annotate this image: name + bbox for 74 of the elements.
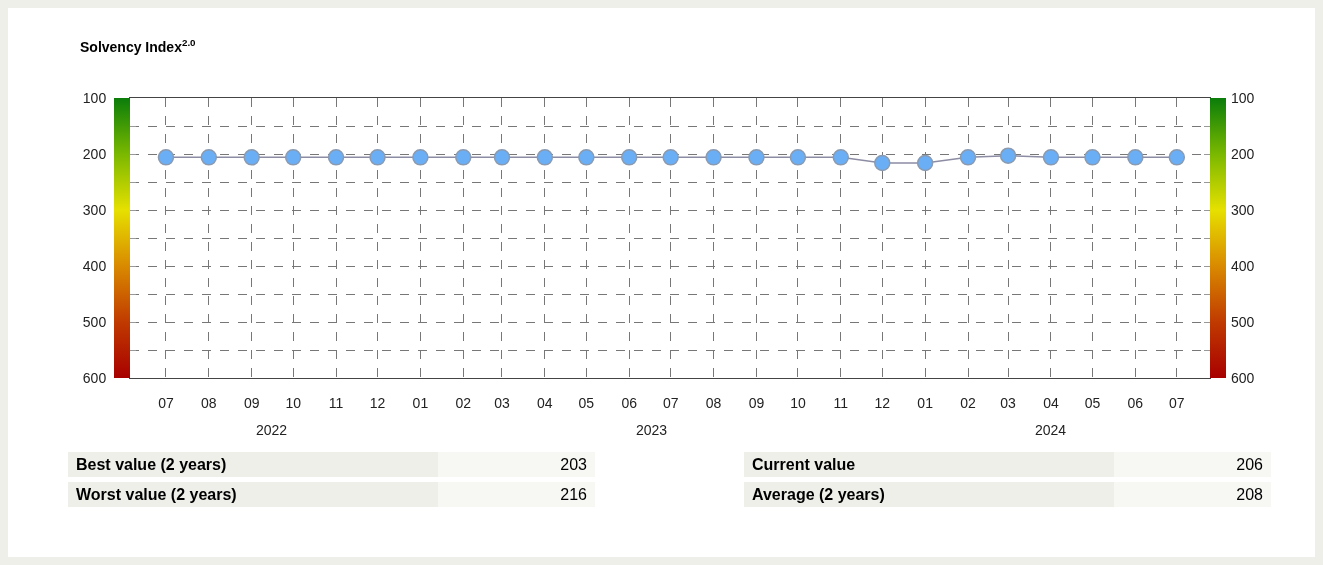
point	[874, 154, 891, 172]
x-tick-label: 06	[621, 394, 638, 411]
y-tick-label: 400	[82, 257, 107, 274]
point	[578, 149, 595, 166]
y2-tick-label: 300	[1231, 201, 1255, 218]
x-tick-label: 04	[537, 394, 553, 411]
point	[999, 147, 1017, 164]
point	[455, 149, 472, 166]
x-tick-label: 12	[874, 394, 891, 411]
x-tick-label: 11	[328, 394, 344, 411]
point	[1084, 149, 1101, 166]
text: 203	[438, 452, 595, 477]
x-tick-label: 02	[455, 394, 472, 411]
x-tick-label: 01	[917, 394, 934, 411]
y2-tick-label: 100	[1231, 89, 1255, 106]
point	[1042, 149, 1060, 166]
text: Worst value (2 years)	[68, 482, 438, 507]
text: 216	[438, 482, 595, 507]
text: Average (2 years)	[744, 482, 1114, 507]
x-tick-label: 09	[243, 394, 260, 411]
point	[1168, 149, 1186, 166]
x-tick-label: 02	[960, 394, 976, 411]
y-tick-label: 100	[82, 89, 107, 106]
point	[959, 149, 977, 166]
y2-tick-label: 500	[1231, 313, 1255, 330]
text: 2023	[636, 422, 668, 438]
x-tick-label: 06	[1127, 394, 1144, 411]
x-tick-label: 10	[790, 394, 806, 411]
x-tick-label: 04	[1043, 394, 1059, 411]
text: 2024	[1035, 422, 1067, 438]
point	[748, 149, 765, 166]
x-tick-label: 09	[748, 394, 765, 411]
text: 206	[1114, 452, 1271, 477]
text: 2022	[256, 422, 288, 438]
x-tick-label: 10	[285, 394, 302, 411]
x-tick-label: 08	[705, 394, 722, 411]
x-tick-label: 03	[1000, 394, 1017, 411]
point	[157, 149, 175, 166]
x-tick-label: 05	[1084, 394, 1101, 411]
point	[536, 149, 554, 166]
point	[369, 149, 386, 166]
point	[243, 149, 260, 166]
y-tick-label: 500	[82, 313, 107, 330]
point	[284, 149, 302, 166]
y2-tick-label: 400	[1231, 257, 1255, 274]
text: 208	[1114, 482, 1271, 507]
point	[789, 149, 807, 166]
x-tick-label: 01	[412, 394, 429, 411]
point	[705, 149, 722, 166]
x-tick-label: 07	[158, 394, 174, 411]
y2-tick-label: 600	[1231, 369, 1255, 386]
x-tick-label: 05	[578, 394, 595, 411]
y2-tick-label: 200	[1231, 145, 1255, 162]
x-tick-label: 11	[833, 394, 849, 411]
text: Best value (2 years)	[68, 452, 438, 477]
x-tick-label: 07	[662, 394, 679, 411]
point	[1127, 149, 1144, 166]
x-tick-label: 08	[201, 394, 217, 411]
y-tick-label: 300	[82, 201, 107, 218]
y-tick-label: 600	[82, 369, 107, 386]
y-tick-label: 200	[82, 145, 107, 162]
point	[412, 149, 429, 166]
text: Current value	[744, 452, 1114, 477]
x-tick-label: 03	[494, 394, 510, 411]
point	[200, 149, 218, 166]
chart-title: Solvency Index$^{2.0}$	[80, 37, 197, 55]
point	[916, 154, 934, 172]
x-tick-label: 12	[369, 394, 386, 411]
point	[327, 149, 345, 166]
point	[832, 149, 850, 166]
x-tick-label: 07	[1169, 394, 1185, 411]
point	[620, 149, 638, 166]
point	[493, 149, 511, 166]
point	[662, 149, 679, 166]
